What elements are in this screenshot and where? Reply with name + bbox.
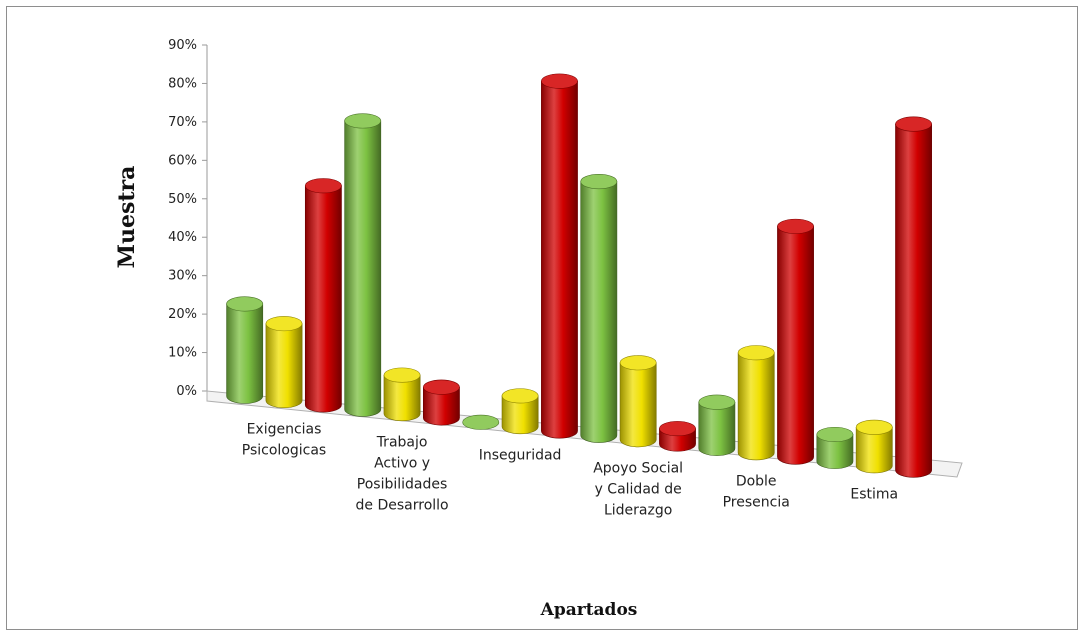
bar-body <box>777 226 814 465</box>
bar <box>659 421 696 452</box>
bar <box>619 355 657 448</box>
bar-body <box>304 185 342 413</box>
bar-body <box>619 362 657 448</box>
y-tick-label: 90% <box>168 38 197 53</box>
x-tick-label: Trabajo Activo y Posibilidades de Desarroll… <box>356 435 449 514</box>
x-axis-title: Apartados <box>540 600 638 620</box>
bar-body <box>265 323 303 409</box>
y-tick-label: 40% <box>168 230 197 245</box>
x-tick-label: Inseguridad <box>479 448 562 464</box>
bar-top <box>698 394 736 410</box>
bar-top <box>265 316 303 332</box>
y-tick-label: 30% <box>168 269 197 284</box>
bar <box>265 316 303 409</box>
bar-top <box>580 174 618 190</box>
y-tick-label: 60% <box>168 153 197 168</box>
bar-top <box>541 73 578 89</box>
y-axis-title: Muestra <box>114 166 140 269</box>
bar <box>226 296 264 404</box>
x-tick-label: Estima <box>850 487 898 503</box>
chart-svg: 0% 10% 20% 30% 40% 50% 60% 70% 80% 90% Exigencias… <box>114 38 963 620</box>
bar-top <box>226 296 264 312</box>
y-tick-label: 80% <box>168 76 197 91</box>
bar <box>580 174 618 443</box>
bar <box>462 414 500 430</box>
bar-body <box>580 181 618 443</box>
y-tick-label: 10% <box>168 346 197 361</box>
x-tick-label: Apoyo Social y Calidad de Liderazgo <box>593 461 683 519</box>
bar-body <box>855 426 893 474</box>
bar-body <box>737 352 775 461</box>
bar-top <box>501 388 539 404</box>
bar-body <box>344 120 382 417</box>
bar-top <box>304 178 342 194</box>
bar <box>895 116 932 478</box>
bar <box>777 218 814 465</box>
x-tick-label: Exigencias Psicologicas <box>242 422 326 459</box>
bar-top <box>895 116 932 132</box>
bar <box>344 113 382 417</box>
bar <box>737 345 775 461</box>
x-tick-label: Doble Presencia <box>723 474 790 511</box>
bar <box>501 388 539 435</box>
bar-body <box>501 395 539 435</box>
bar-body <box>423 386 460 426</box>
bar-body <box>816 434 854 469</box>
bar-top <box>855 419 893 435</box>
labels-layer: Exigencias Psicologicas Trabajo Activo y Pos… <box>242 422 898 519</box>
bar-body <box>895 123 932 478</box>
bar <box>423 379 460 426</box>
bar <box>541 73 578 439</box>
bar-top <box>659 421 696 437</box>
bar-top <box>383 367 421 383</box>
bar-top <box>423 379 460 395</box>
y-tick-label: 0% <box>176 384 197 399</box>
bars-layer <box>226 73 932 478</box>
bar <box>304 178 342 413</box>
bar-body <box>541 80 578 439</box>
bar-top <box>462 414 500 430</box>
bar-body <box>226 303 264 404</box>
bar-top <box>816 426 854 443</box>
bar <box>816 426 854 469</box>
bar <box>698 394 736 456</box>
bar-body <box>698 401 736 456</box>
bar-body <box>383 374 421 422</box>
bar-top <box>619 355 657 371</box>
y-tick-label: 20% <box>168 307 197 322</box>
bar <box>855 419 893 474</box>
y-tick-label: 50% <box>168 192 197 207</box>
bar-top <box>737 345 775 361</box>
bar-top <box>344 113 382 129</box>
y-tick-label: 70% <box>168 115 197 130</box>
bar <box>383 367 421 422</box>
bar-top <box>777 218 814 234</box>
chart-frame: 0% 10% 20% 30% 40% 50% 60% 70% 80% 90% Exigencias… <box>6 6 1078 630</box>
